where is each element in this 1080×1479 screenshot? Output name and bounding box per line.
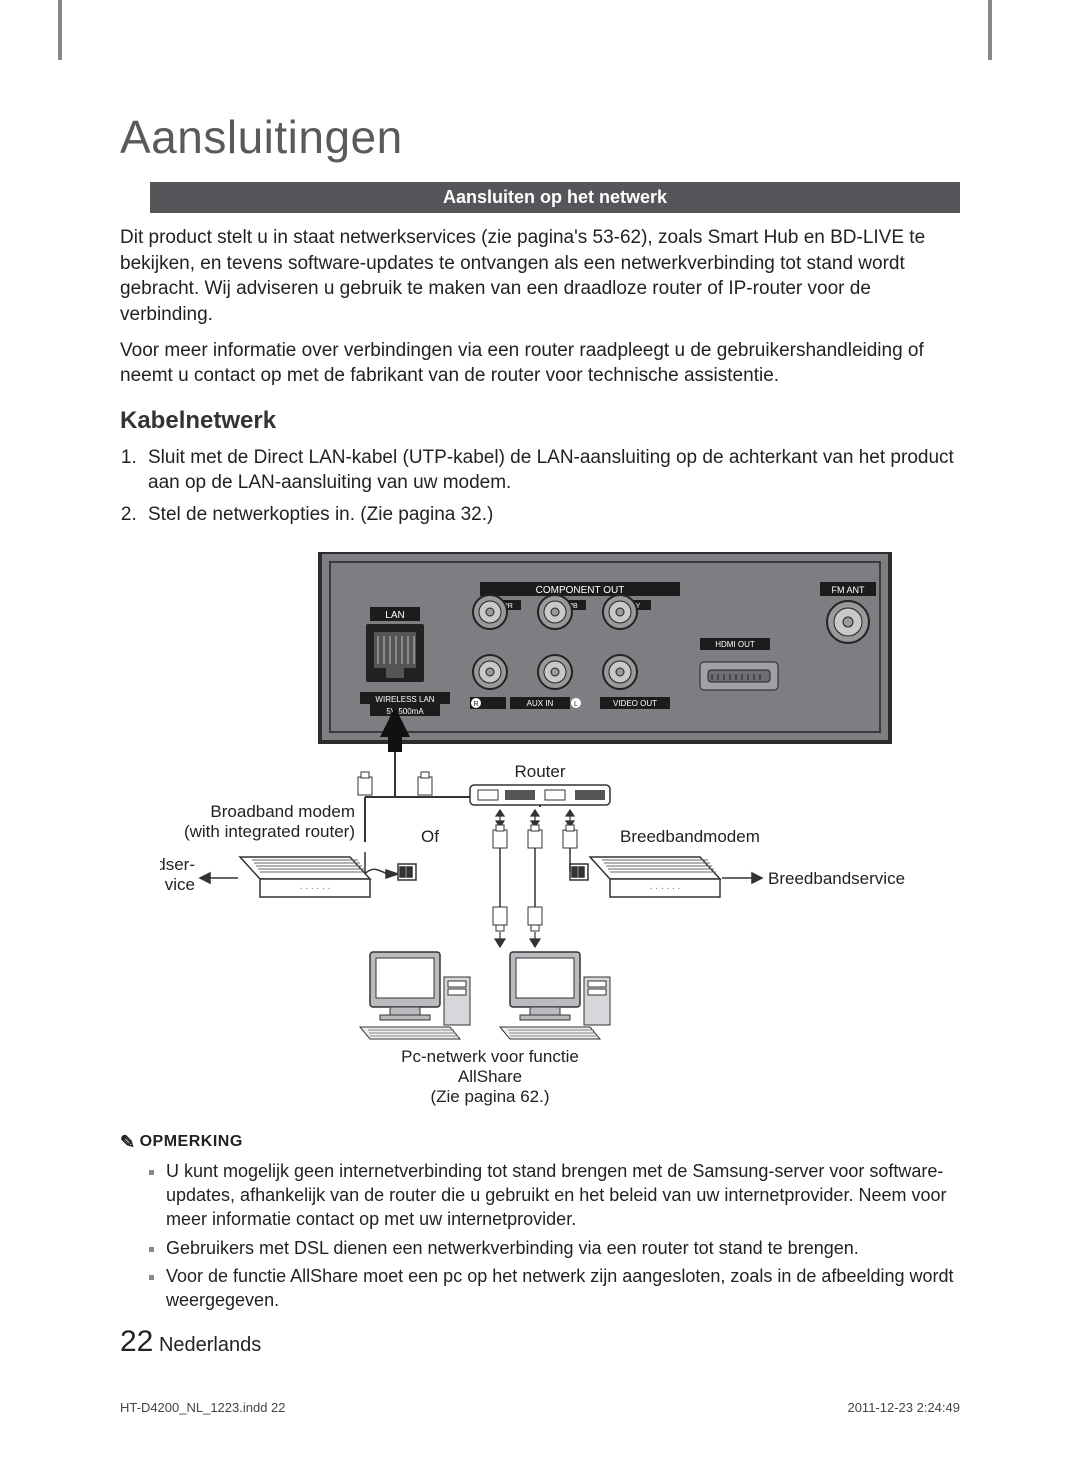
rj45-icon — [528, 825, 542, 848]
rj45-icon — [418, 772, 432, 795]
label-component-out: COMPONENT OUT — [536, 585, 625, 596]
svg-text:∙ ∙ ∙ ∙ ∙ ∙: ∙ ∙ ∙ ∙ ∙ ∙ — [300, 883, 331, 894]
notes-list: U kunt mogelijk geen internetverbinding … — [166, 1159, 960, 1313]
rj45-icon — [358, 772, 372, 795]
label-of: Of — [421, 827, 439, 846]
label-wireless-lan: WIRELESS LAN — [375, 695, 434, 704]
note-heading-text: OPMERKING — [140, 1133, 243, 1150]
page-number: 22 — [120, 1325, 153, 1358]
label-router: Router — [514, 762, 565, 781]
modem-icon: ∙ ∙ ∙ ∙ ∙ ∙ — [590, 857, 720, 897]
label-breedbandservice-left: Breedbandser- — [160, 855, 195, 874]
page-content: Aansluitingen Aansluiten op het netwerk … — [120, 110, 960, 1329]
label-broadband-modem-sub: (with integrated router) — [184, 822, 355, 841]
page-language: Nederlands — [159, 1334, 261, 1356]
step-item: Sluit met de Direct LAN-kabel (UTP-kabel… — [142, 445, 960, 496]
label-l: L — [574, 701, 578, 708]
export-timestamp: 2011-12-23 2:24:49 — [847, 1400, 960, 1415]
svg-text:∙ ∙ ∙ ∙ ∙ ∙: ∙ ∙ ∙ ∙ ∙ ∙ — [650, 883, 681, 894]
label-broadband-modem: Broadband modem — [210, 802, 355, 821]
step-item: Stel de netwerkopties in. (Zie pagina 32… — [142, 502, 960, 528]
label-fm-ant: FM ANT — [832, 585, 866, 595]
down-arrow-icon — [495, 932, 540, 947]
subsection-heading: Kabelnetwerk — [120, 407, 960, 435]
intro-paragraph-2: Voor meer informatie over verbindingen v… — [120, 338, 960, 389]
note-item: Gebruikers met DSL dienen een netwerkver… — [166, 1236, 960, 1260]
note-heading: ✎OPMERKING — [120, 1130, 960, 1151]
note-item: Voor de functie AllShare moet een pc op … — [166, 1264, 960, 1313]
cable — [500, 848, 535, 907]
crop-mark — [988, 0, 992, 60]
label-breedbandservice-right: Breedbandservice — [768, 869, 905, 888]
section-banner: Aansluiten op het netwerk — [150, 182, 960, 213]
rj45-icon — [493, 825, 507, 848]
page-title: Aansluitingen — [120, 110, 960, 164]
label-breedbandservice-left-2: vice — [165, 875, 195, 894]
pc-icon — [360, 952, 470, 1039]
crop-mark — [58, 0, 62, 60]
diagram-svg: COMPONENT OUT PR PB Y R AUX IN L — [160, 552, 920, 1112]
cable — [365, 852, 416, 880]
cable — [570, 848, 588, 880]
router-down-arrows — [496, 810, 574, 827]
label-breedbandmodem: Breedbandmodem — [620, 827, 760, 846]
label-pc-caption-1: Pc-netwerk voor functie — [401, 1047, 579, 1066]
arrow-right-icon — [722, 873, 762, 883]
modem-icon: ∙ ∙ ∙ ∙ ∙ ∙ — [240, 857, 370, 897]
pc-icon — [500, 952, 610, 1039]
page-footer: 22 Nederlands — [120, 1325, 261, 1359]
intro-paragraph-1: Dit product stelt u in staat netwerkserv… — [120, 225, 960, 328]
rj45-icon — [493, 907, 507, 931]
label-lan: LAN — [385, 610, 404, 621]
label-r: R — [473, 701, 478, 708]
label-pc-caption-3: (Zie pagina 62.) — [430, 1087, 549, 1106]
label-hdmi-out: HDMI OUT — [715, 640, 755, 649]
label-video-out: VIDEO OUT — [613, 699, 657, 708]
note-icon: ✎ — [120, 1132, 136, 1153]
label-aux-in: AUX IN — [527, 699, 554, 708]
note-item: U kunt mogelijk geen internetverbinding … — [166, 1159, 960, 1232]
label-pc-caption-2: AllShare — [458, 1067, 522, 1086]
rj45-icon — [563, 825, 577, 848]
rj45-icon — [528, 907, 542, 931]
arrow-left-icon — [200, 873, 238, 883]
indd-filename: HT-D4200_NL_1223.indd 22 — [120, 1400, 286, 1415]
router-icon — [470, 785, 610, 805]
connection-diagram: COMPONENT OUT PR PB Y R AUX IN L — [120, 552, 960, 1112]
steps-list: Sluit met de Direct LAN-kabel (UTP-kabel… — [142, 445, 960, 528]
